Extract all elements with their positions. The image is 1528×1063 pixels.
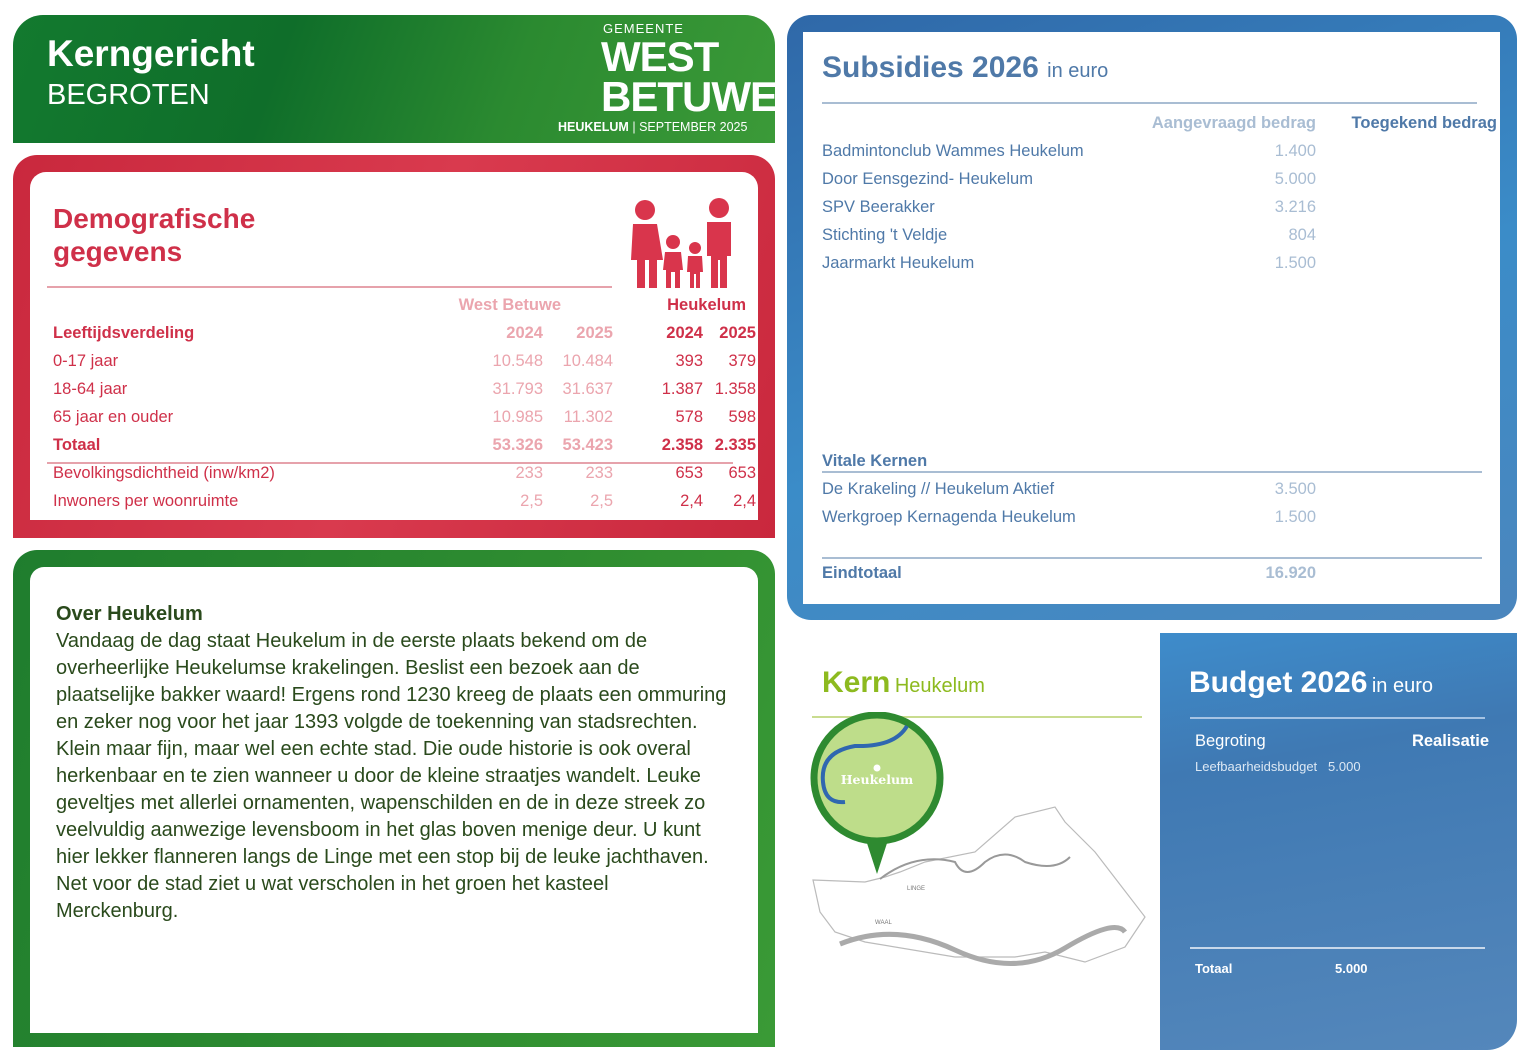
family-icon <box>631 198 731 288</box>
subsidies-total: Eindtotaal 16.920 <box>822 564 1316 582</box>
budget-card: Budget 2026 in euro Begroting Realisatie… <box>1160 633 1517 1050</box>
demographics-row: Totaal 53.326 53.423 2.358 2.335 <box>53 436 756 454</box>
demographics-card: Demografische gegevens West Betuwe Heukelu… <box>13 155 775 538</box>
vital-row: De Krakeling // Heukelum Aktief 3.500 <box>822 480 1316 498</box>
header-title: Kerngericht <box>47 33 255 74</box>
header-date: HEUKELUM | SEPTEMBER 2025 <box>558 120 748 134</box>
logo: WEST BETUWE <box>601 33 775 120</box>
budget-col-begroting: Begroting <box>1195 732 1266 750</box>
about-title: Over Heukelum <box>56 603 203 625</box>
header-banner: Kerngericht BEGROTEN GEMEENTE WEST BETUWE… <box>13 15 775 143</box>
kern-map: LINGE WAAL Heukelum <box>810 712 1146 966</box>
subsidies-card: Subsidies 2026 in euro Aangevraagd bedra… <box>787 15 1517 620</box>
logo-small: GEMEENTE <box>603 21 684 36</box>
vital-kernen-title: Vitale Kernen <box>822 452 928 470</box>
demographics-row: Bevolkingsdichtheid (inw/km2) 233 233 653 65… <box>53 464 756 482</box>
map-label-waal: WAAL <box>875 920 892 926</box>
map-label-linge: LINGE <box>907 886 925 892</box>
about-text: Vandaag de dag staat Heukelum in de eers… <box>56 630 727 922</box>
subsidy-row: Door Eensgezind- Heukelum 5.000 <box>822 170 1316 188</box>
subsidy-row: Stichting 't Veldje 804 <box>822 226 1316 244</box>
demographics-title: Demografische gegevens <box>53 203 256 267</box>
header-subtitle: BEGROTEN <box>47 79 210 111</box>
kern-title: Kern Heukelum <box>822 666 985 699</box>
demographics-row: 65 jaar en ouder 10.985 11.302 578 598 <box>53 408 756 426</box>
subsidy-row: SPV Beerakker 3.216 <box>822 198 1316 216</box>
demographics-row: 18-64 jaar 31.793 31.637 1.387 1.358 <box>53 380 756 398</box>
demographics-row: Inwoners per woonruimte 2,5 2,5 2,4 2,4 <box>53 492 756 510</box>
budget-col-realisatie: Realisatie <box>1411 732 1489 750</box>
demographics-row: 0-17 jaar 10.548 10.484 393 379 <box>53 352 756 370</box>
vital-row: Werkgroep Kernagenda Heukelum 1.500 <box>822 508 1316 526</box>
budget-total: 5.000 <box>1335 961 1368 976</box>
budget-title: Budget 2026 in euro <box>1189 666 1433 699</box>
map-label-heukelum: Heukelum <box>841 772 914 787</box>
subsidy-row: Jaarmarkt Heukelum 1.500 <box>822 254 1316 272</box>
about-card: Over Heukelum Vandaag de dag staat Heuke… <box>13 550 775 1047</box>
subsidies-title: Subsidies 2026 in euro <box>822 51 1109 84</box>
subsidy-row: Badmintonclub Wammes Heukelum 1.400 <box>822 142 1316 160</box>
budget-total-label: Totaal <box>1195 961 1233 976</box>
budget-item: Leefbaarheidsbudget 5.000 <box>1195 759 1361 774</box>
